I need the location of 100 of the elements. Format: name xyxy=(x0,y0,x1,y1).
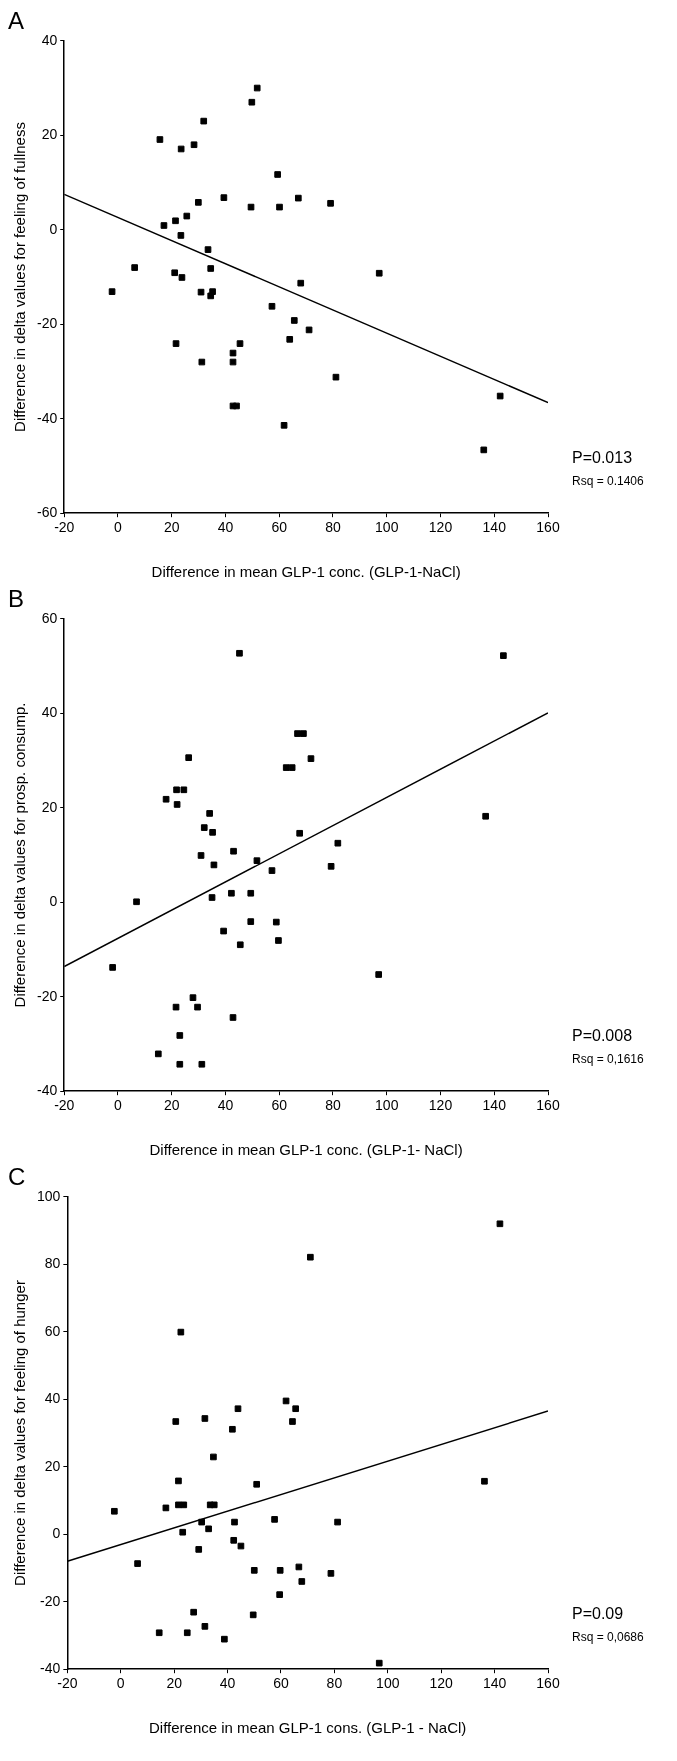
point xyxy=(162,1504,170,1512)
point xyxy=(171,269,179,277)
point xyxy=(268,302,276,310)
y-tick-label: 80 xyxy=(44,1255,61,1272)
point xyxy=(155,1629,163,1637)
x-tick-label: 160 xyxy=(536,1675,560,1692)
point xyxy=(183,212,191,220)
x-tick-label: 60 xyxy=(273,1675,289,1692)
point xyxy=(172,1003,180,1011)
x-tick-label: 160 xyxy=(536,1097,560,1114)
y-tick-label: -20 xyxy=(37,987,58,1004)
point xyxy=(220,194,228,201)
point xyxy=(207,265,215,272)
point xyxy=(305,326,313,334)
point xyxy=(295,1563,303,1571)
point xyxy=(268,867,276,874)
point xyxy=(180,786,188,794)
chart-title: A xyxy=(8,7,25,35)
point xyxy=(327,863,335,870)
text: P=0.008 xyxy=(572,1027,633,1045)
y-tick-label: 40 xyxy=(44,1390,61,1407)
x-tick-label: 120 xyxy=(428,1097,453,1114)
point xyxy=(334,839,342,847)
point xyxy=(327,199,334,207)
point xyxy=(274,171,281,178)
point xyxy=(294,730,301,737)
point xyxy=(210,861,218,869)
point xyxy=(179,1528,187,1536)
x-tick-label: 40 xyxy=(217,519,234,536)
point xyxy=(500,652,507,659)
x-axis-title: Difference in mean GLP-1 cons. (GLP-1 - NaCl) xyxy=(149,1719,467,1737)
point xyxy=(210,1501,218,1509)
point xyxy=(175,1477,182,1485)
point xyxy=(111,1507,118,1515)
point xyxy=(228,889,235,897)
y-tick-label: -60 xyxy=(37,504,58,521)
x-tick-label: 140 xyxy=(482,1097,507,1114)
point xyxy=(307,1253,314,1261)
point xyxy=(275,937,282,944)
point xyxy=(253,84,261,92)
point xyxy=(221,1635,228,1643)
point xyxy=(253,857,261,864)
point xyxy=(183,1629,191,1637)
x-tick-label: 160 xyxy=(536,519,560,536)
point xyxy=(204,246,212,253)
point xyxy=(375,269,383,277)
point xyxy=(185,754,192,762)
point xyxy=(280,422,288,429)
point xyxy=(201,1623,209,1630)
point xyxy=(375,1659,383,1667)
point xyxy=(247,918,255,925)
point xyxy=(332,373,340,381)
point xyxy=(194,1003,201,1011)
point xyxy=(108,288,116,295)
point xyxy=(190,1608,197,1616)
point xyxy=(276,203,283,211)
point xyxy=(173,786,180,794)
point xyxy=(162,795,170,803)
point xyxy=(247,203,255,211)
point xyxy=(133,898,140,906)
y-tick-label: 20 xyxy=(41,798,58,815)
point xyxy=(197,852,205,859)
point xyxy=(180,1501,188,1509)
point xyxy=(198,1518,205,1526)
x-tick-label: 100 xyxy=(376,1675,400,1692)
text: Rsq = 0.1406 xyxy=(572,474,645,489)
x-tick-label: 60 xyxy=(271,1097,288,1114)
point xyxy=(176,1060,184,1068)
text: Rsq = 0,1616 xyxy=(572,1052,645,1067)
point xyxy=(249,1611,257,1619)
point xyxy=(481,1477,488,1485)
point xyxy=(173,801,181,808)
point xyxy=(109,964,116,971)
point xyxy=(250,1567,258,1574)
x-axis-title: Difference in mean GLP-1 conc. (GLP-1- NaCl) xyxy=(149,1141,463,1159)
text: P=0.013 xyxy=(572,449,633,467)
text: P=0.09 xyxy=(572,1605,624,1623)
y-tick-label: 100 xyxy=(37,1187,61,1204)
point xyxy=(200,824,208,831)
x-tick-label: 0 xyxy=(114,1097,123,1114)
y-axis-title: Difference in delta values for prosp. consump. xyxy=(11,702,29,1008)
chart-title: B xyxy=(8,585,25,613)
point xyxy=(229,1014,237,1021)
y-tick-label: 60 xyxy=(41,609,58,626)
x-tick-label: 0 xyxy=(114,519,123,536)
point xyxy=(200,117,208,125)
point xyxy=(134,1560,141,1567)
y-tick-label: -40 xyxy=(37,409,58,426)
x-tick-label: 0 xyxy=(116,1675,125,1692)
point xyxy=(248,98,256,106)
y-tick-label: -40 xyxy=(37,1082,58,1099)
x-tick-label: 20 xyxy=(163,1097,180,1114)
x-tick-label: 20 xyxy=(163,519,180,536)
text: Rsq = 0,0686 xyxy=(572,1630,645,1645)
point xyxy=(198,358,206,366)
point xyxy=(172,340,180,347)
x-tick-label: 120 xyxy=(429,1675,454,1692)
point xyxy=(272,918,280,926)
y-tick-label: 60 xyxy=(44,1322,61,1339)
point xyxy=(172,1418,180,1425)
